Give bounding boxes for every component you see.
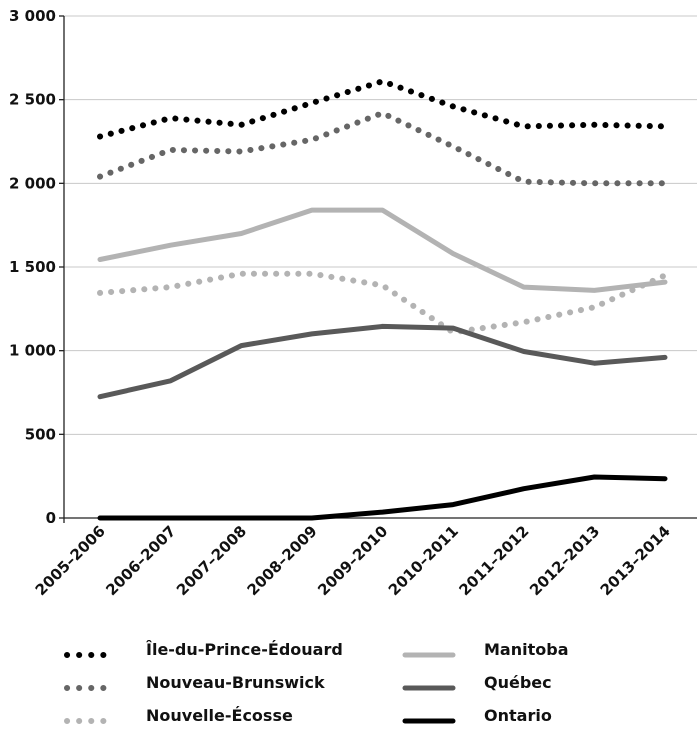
x-tick-label: 2012–2013	[526, 522, 603, 599]
x-tick-label: 2010–2011	[385, 522, 462, 599]
series-line	[97, 78, 668, 140]
grid	[64, 15, 697, 435]
y-tick-label: 3 000	[9, 7, 56, 25]
series-line	[97, 270, 668, 336]
series-line	[97, 474, 668, 521]
y-tick-labels: 0 500 1 000 1 500 2 000 2 500 3 000	[9, 7, 56, 527]
y-tick-label: 2 500	[9, 91, 56, 109]
axes	[59, 15, 697, 523]
y-tick-label: 0	[46, 509, 56, 527]
y-tick-label: 2 000	[9, 174, 56, 192]
x-tick-label: 2011–2012	[456, 522, 533, 599]
y-tick-label: 1 500	[9, 258, 56, 276]
x-tick-label: 2013–2014	[597, 522, 674, 599]
x-tick-label: 2007–2008	[173, 522, 250, 599]
x-tick-label: 2008–2009	[244, 522, 321, 599]
series-lines	[97, 78, 668, 521]
x-tick-label: 2009–2010	[314, 522, 391, 599]
series-line	[97, 323, 668, 400]
x-tick-label: 2005–2006	[32, 522, 109, 599]
series-line	[97, 207, 668, 293]
x-tick-labels: 2005–20062006–20072007–20082008–20092009…	[32, 522, 674, 599]
series-line	[97, 110, 668, 187]
x-tick-label: 2006–2007	[102, 522, 179, 599]
y-tick-label: 500	[25, 425, 56, 443]
y-tick-label: 1 000	[9, 342, 56, 360]
